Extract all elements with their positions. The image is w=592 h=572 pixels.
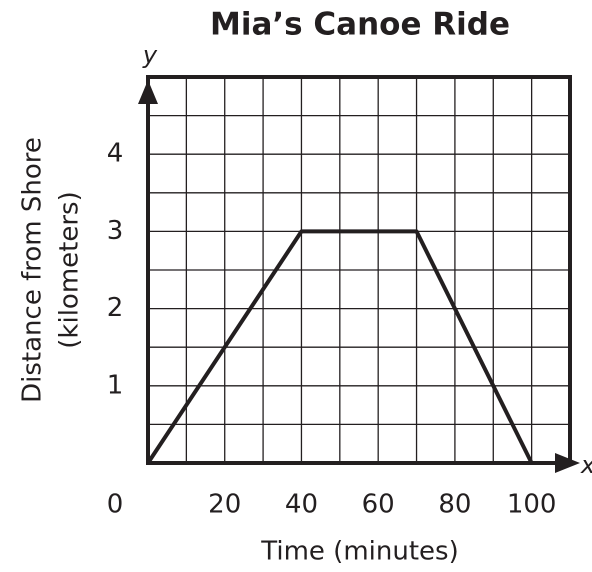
y-axis-label-line: Distance from Shore	[18, 137, 48, 403]
x-tick-label: 80	[438, 490, 471, 520]
y-axis-name: y	[142, 41, 158, 69]
data-line	[146, 229, 534, 465]
x-tick-label: 20	[208, 490, 241, 520]
y-tick-label: 2	[107, 293, 124, 323]
y-axis-arrow	[138, 80, 158, 104]
x-axis-label: Time (minutes)	[260, 537, 458, 567]
y-tick-label: 4	[107, 139, 124, 169]
y-axis-label: Distance from Shore (kilometers)	[18, 137, 85, 403]
x-axis-name: x	[580, 451, 592, 479]
x-tick-label: 60	[362, 490, 395, 520]
x-tick-label: 40	[285, 490, 318, 520]
y-tick-label: 3	[107, 216, 124, 246]
y-tick-label: 1	[107, 370, 124, 400]
x-tick-label: 0	[107, 490, 124, 520]
y-axis-label-line: (kilometers)	[55, 191, 85, 348]
chart-title: Mia’s Canoe Ride	[210, 7, 510, 43]
x-tick-label: 100	[507, 490, 557, 520]
x-axis-arrow	[555, 453, 580, 473]
